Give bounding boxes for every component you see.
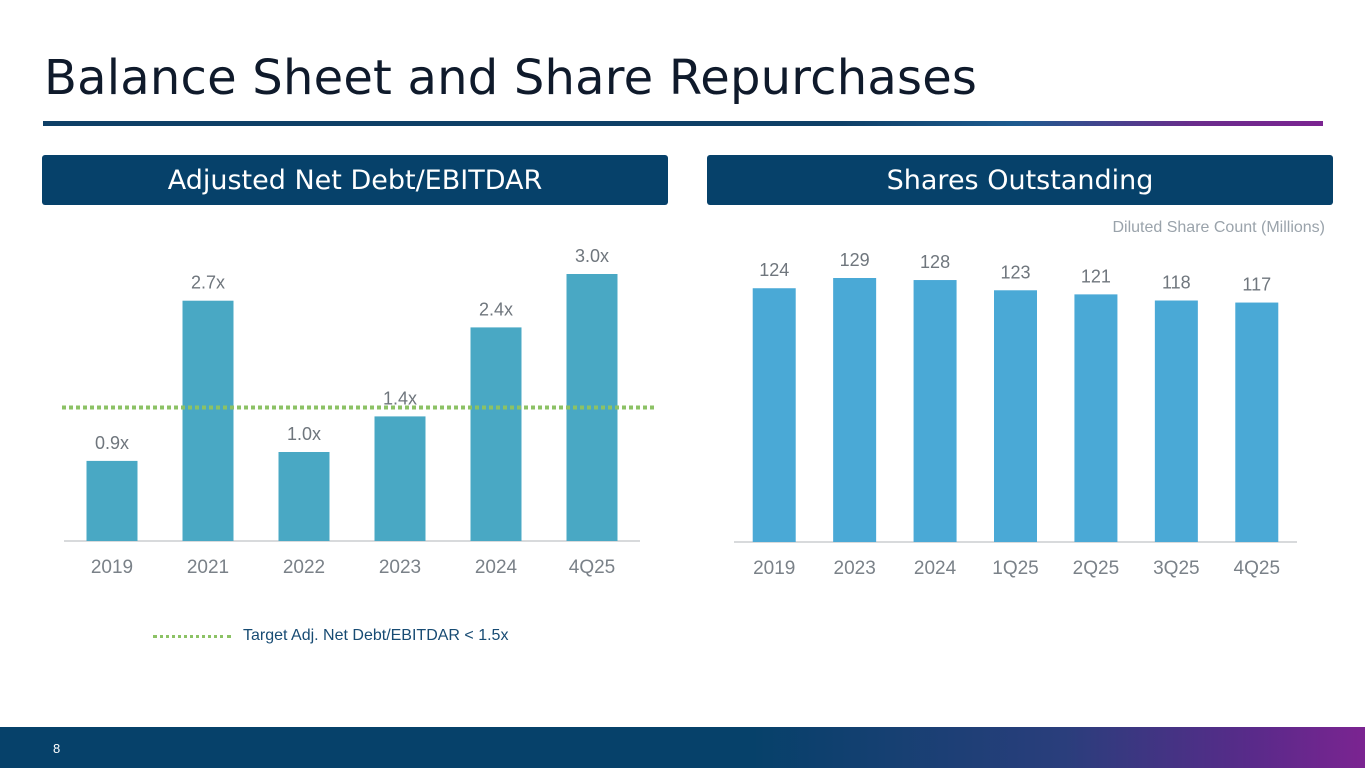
target-legend-swatch (153, 634, 231, 638)
shares-value-label: 118 (1162, 273, 1191, 293)
debt-value-label: 2.4x (479, 299, 513, 319)
debt-tick-label: 2023 (379, 557, 421, 578)
debt-bar-2022 (278, 452, 330, 541)
debt-tick-label: 2022 (283, 557, 325, 578)
shares-tick-label: 4Q25 (1234, 558, 1280, 579)
shares-bar-2024 (913, 280, 957, 542)
debt-tick-label: 2021 (187, 557, 229, 578)
debt-tick-label: 2019 (91, 557, 133, 578)
shares-panel-header-label: Shares Outstanding (886, 164, 1154, 196)
debt-tick-label: 4Q25 (569, 557, 615, 578)
shares-tick-label: 1Q25 (992, 558, 1038, 579)
target-legend-label: Target Adj. Net Debt/EBITDAR < 1.5x (243, 627, 509, 644)
shares-value-label: 121 (1081, 266, 1111, 286)
debt-bar-2021 (182, 300, 234, 541)
debt-bar-2024 (470, 327, 522, 541)
debt-value-label: 2.7x (191, 273, 225, 293)
debt-panel-header-label: Adjusted Net Debt/EBITDAR (167, 164, 543, 196)
shares-value-label: 117 (1242, 275, 1271, 295)
shares-chart-subtitle: Diluted Share Count (Millions) (1112, 219, 1325, 236)
title-divider (43, 121, 1323, 126)
debt-value-label: 1.0x (287, 424, 321, 444)
shares-tick-label: 3Q25 (1153, 558, 1199, 579)
shares-bar-3q25 (1154, 300, 1198, 542)
footer-bar: 8 (0, 727, 1365, 768)
page-number: 8 (53, 741, 61, 756)
shares-panel-header: Shares Outstanding (707, 155, 1333, 205)
debt-panel-header: Adjusted Net Debt/EBITDAR (42, 155, 668, 205)
debt-bar-2019 (86, 460, 138, 541)
debt-value-label: 0.9x (95, 433, 129, 453)
shares-value-label: 128 (920, 252, 950, 272)
shares-value-label: 129 (840, 250, 870, 270)
shares-tick-label: 2019 (753, 558, 795, 579)
shares-bar-2019 (752, 288, 796, 542)
debt-value-label: 1.4x (383, 388, 417, 408)
debt-bar-2023 (374, 416, 426, 541)
debt-tick-label: 2024 (475, 557, 518, 578)
debt-value-label: 3.0x (575, 246, 609, 266)
target-legend: Target Adj. Net Debt/EBITDAR < 1.5x (153, 627, 508, 645)
shares-bar-4q25 (1235, 302, 1279, 542)
shares-bar-2023 (833, 278, 877, 542)
shares-tick-label: 2023 (834, 558, 876, 579)
shares-tick-label: 2Q25 (1073, 558, 1119, 579)
shares-bar-2q25 (1074, 294, 1118, 542)
shares-bar-1q25 (994, 290, 1037, 542)
shares-tick-label: 2024 (914, 558, 957, 579)
shares-value-label: 123 (1000, 262, 1030, 282)
page-title: Balance Sheet and Share Repurchases (44, 50, 978, 106)
shares-value-label: 124 (759, 260, 789, 280)
